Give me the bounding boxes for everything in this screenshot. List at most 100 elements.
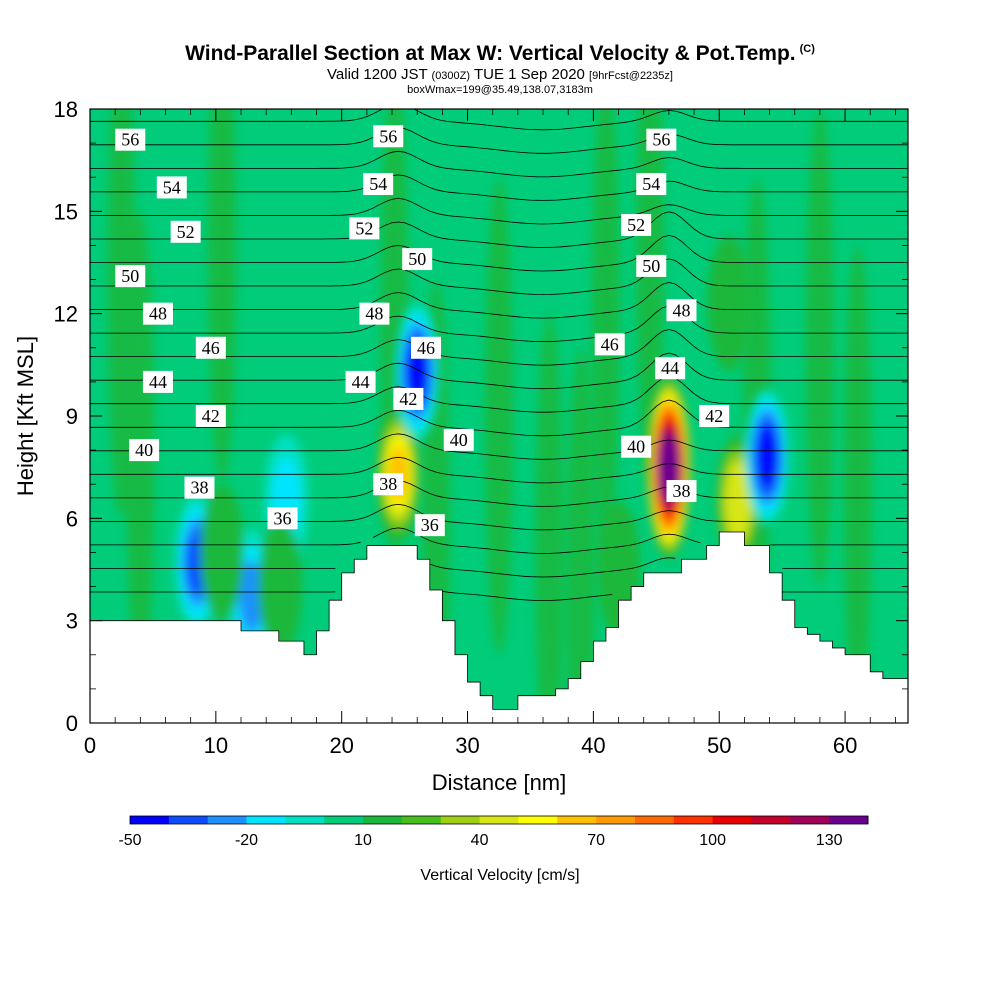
colorbar-swatch [829,816,869,824]
theta-contour-line [90,329,908,366]
contour-label-box [363,173,394,196]
theta-contour-line [90,480,908,507]
contour-label-group: 40 [129,439,160,462]
contour-label-box [393,387,424,410]
colorbar-swatch [518,816,558,824]
contour-label-group: 48 [142,302,173,325]
contour-label: 44 [661,358,679,378]
contour-label-box [443,428,474,451]
contour-label-group: 56 [115,128,146,151]
contour-label-group: 54 [363,173,394,196]
updraft-streak [843,245,872,723]
colorbar-tick-label: -20 [235,832,258,849]
contour-label: 50 [121,266,139,286]
contour-label: 48 [149,304,167,324]
updraft-core [207,508,237,597]
contour-label: 48 [365,304,383,324]
contour-label-box [646,128,677,151]
updraft-streak [566,347,595,723]
contour-label-box [170,220,201,243]
updraft-core [728,471,749,531]
contour-label: 40 [135,440,153,460]
updraft-streak [535,313,564,723]
theta-contour-line [90,557,908,578]
colorbar-swatch [363,816,403,824]
x-tick-label: 10 [204,733,228,758]
contour-label-group: 44 [142,370,173,393]
colorbar-swatch [440,816,481,824]
colorbar-tick-label: 40 [471,832,489,849]
theta-contour-line [90,81,908,107]
contour-label-group: 48 [359,302,390,325]
colorbar-swatch [712,816,752,824]
theta-contour-line [90,109,908,131]
contour-label-box [156,176,187,199]
colorbar-tick-label: 70 [587,832,605,849]
chart-title: Wind-Parallel Section at Max W: Vertical… [185,42,815,65]
y-tick-label: 9 [66,404,78,429]
colorbar-swatch [751,816,791,824]
contour-label-box [195,336,226,359]
contour-label-group: 40 [443,428,474,451]
chart-subtitle: Valid 1200 JST (0300Z) TUE 1 Sep 2020 [9… [327,66,673,83]
colorbar-tick-label: -50 [118,832,141,849]
contour-label: 42 [399,389,417,409]
theta-contour-line [90,590,908,601]
updraft-core [660,442,677,492]
contour-label-group: 48 [666,299,697,322]
contour-label-box [115,265,146,288]
colorbar-swatch [790,816,830,824]
contour-label: 36 [274,508,292,528]
colorbar-swatch [246,816,286,824]
chart-title-block: Wind-Parallel Section at Max W: Vertical… [0,36,1000,96]
contour-label: 46 [417,338,435,358]
contour-label: 54 [642,174,660,194]
contour-label-group: 50 [115,265,146,288]
colorbar-border [129,815,869,825]
x-tick-label: 20 [329,733,353,758]
y-tick-label: 6 [66,506,78,531]
y-tick-label: 15 [54,199,78,224]
contour-label: 38 [190,478,208,498]
contour-label-box [359,302,390,325]
colorbar-swatch [673,816,714,824]
contour-label-box [195,405,226,427]
theta-contour-line [90,376,908,413]
contour-label: 38 [379,474,397,494]
contour-label-box [411,336,442,359]
contour-label-group: 38 [373,473,404,496]
terrain-profile [89,531,909,724]
contour-label: 42 [202,406,220,426]
x-tick-label: 40 [581,733,605,758]
colorbar-swatch [479,816,519,824]
contour-label-box [142,370,173,393]
contour-label-group: 40 [621,435,652,458]
updraft-streak [208,109,237,485]
contour-labels: 56 54 52 50 48 46 44 42 40 38 36 56 54 52 50 48 46 44 42 40… [115,125,730,537]
contour-label-group: 36 [267,507,298,530]
y-tick-label: 18 [54,97,78,122]
updraft-streak [591,109,620,553]
contour-label-box [373,125,404,148]
contour-label-box [666,299,697,322]
updraft-streak [485,177,513,655]
contour-label-group: 50 [636,254,667,277]
contour-label-box [349,217,380,240]
contour-label: 52 [355,218,373,238]
contour-label: 44 [149,372,167,392]
contour-label: 52 [627,215,645,235]
colorbar-swatch [401,816,442,824]
x-tick-label: 60 [833,733,857,758]
colorbar-tick-label: 130 [816,832,843,849]
contour-label: 56 [379,126,397,146]
contour-label: 56 [652,130,670,150]
contour-label-box [414,514,445,537]
theta-contour-line [90,352,908,390]
x-axis-title: Distance [nm] [432,770,567,795]
contour-label-box [655,357,686,380]
contour-label-group: 56 [373,125,404,148]
contour-label: 54 [163,177,181,197]
contour-label-box [129,439,160,462]
colorbar-swatch [207,816,248,824]
